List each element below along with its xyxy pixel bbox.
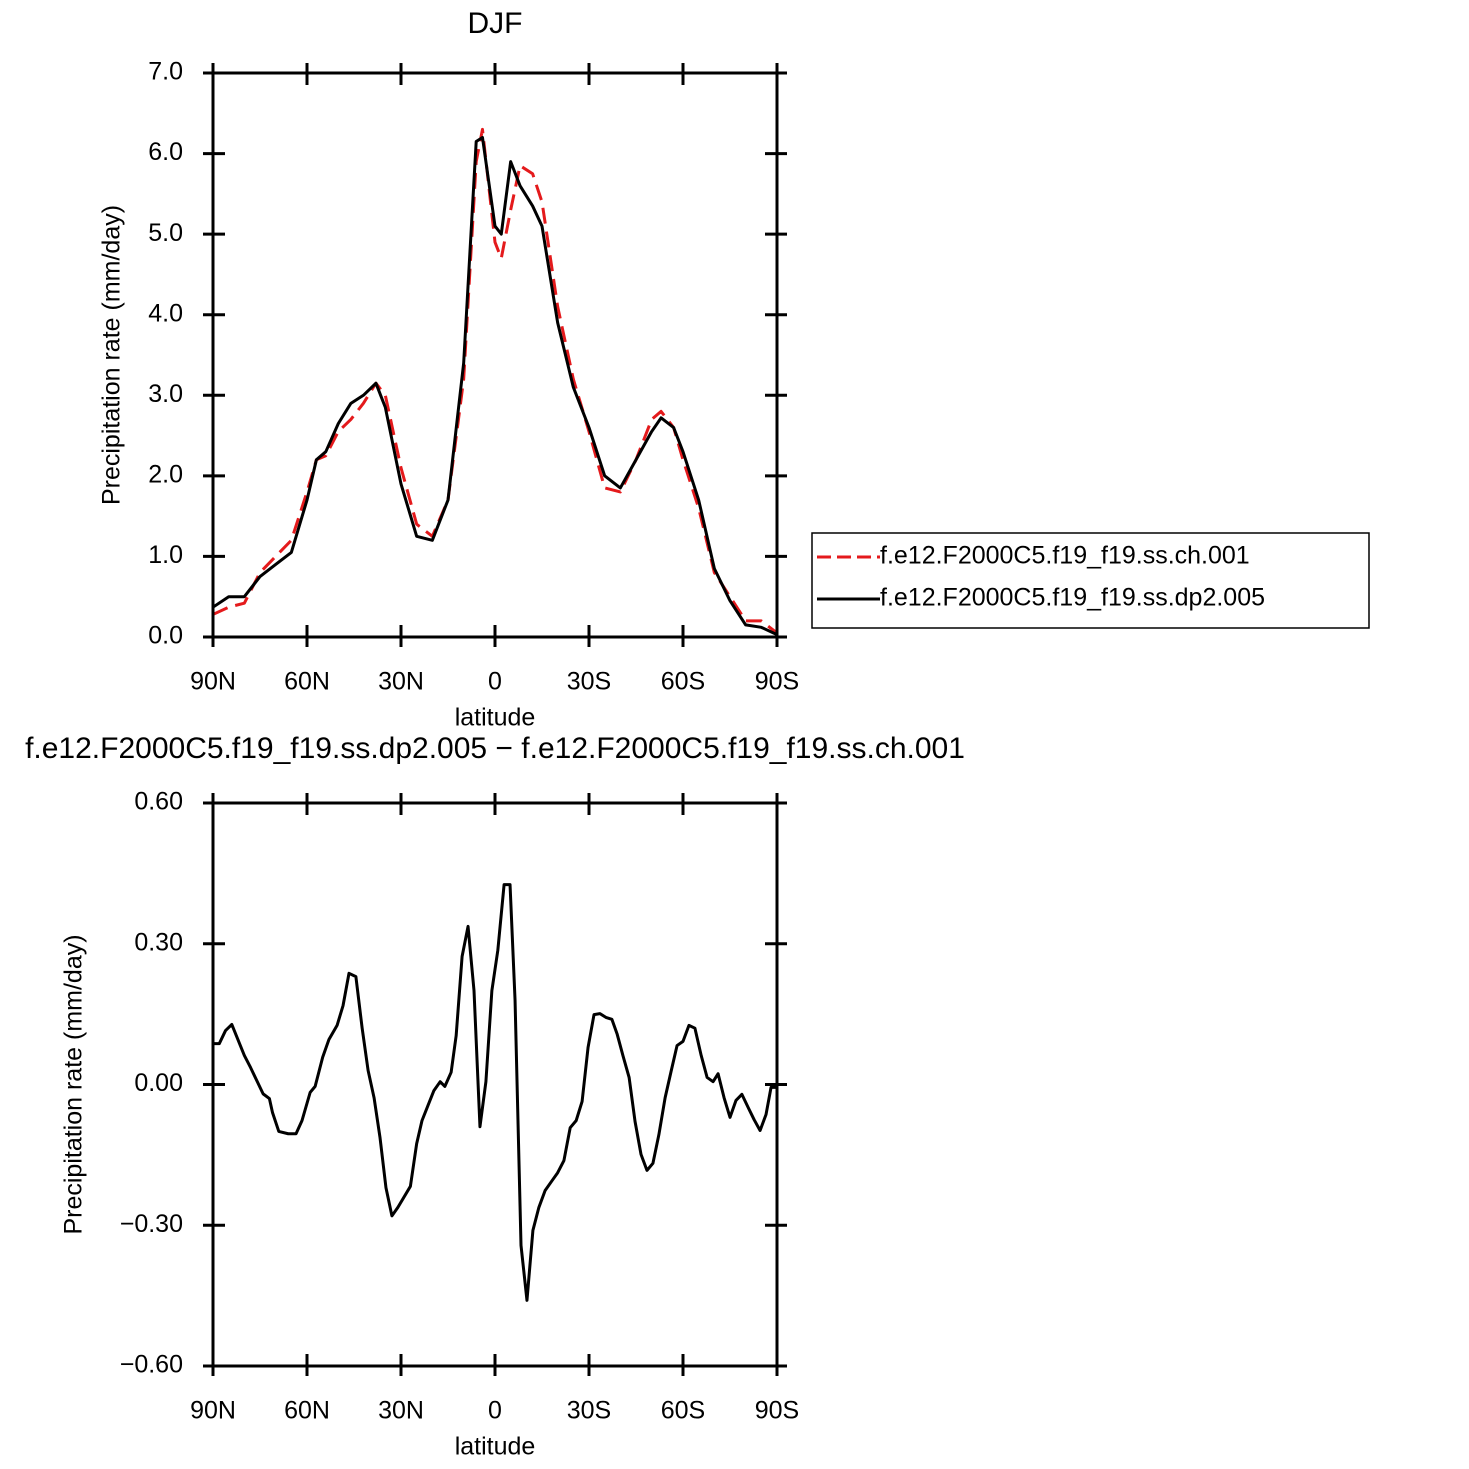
x-tick-label: 0: [488, 668, 502, 696]
y-tick-label: 4.0: [148, 299, 183, 327]
y-tick-label: 6.0: [148, 138, 183, 166]
y-tick-label: 3.0: [148, 380, 183, 408]
y-tick-label: 0.0: [148, 622, 183, 650]
y-axis-label: Precipitation rate (mm/day): [98, 205, 126, 505]
chart-title: DJF: [468, 7, 523, 40]
x-tick-label: 30N: [378, 668, 424, 696]
x-tick-label: 90S: [755, 668, 799, 696]
plot-frame: [211, 71, 779, 639]
x-tick-label: 90N: [190, 1397, 236, 1425]
legend-box: [811, 532, 1370, 629]
x-tick-label: 30N: [378, 1397, 424, 1425]
legend-label: f.e12.F2000C5.f19_f19.ss.ch.001: [880, 542, 1250, 570]
data-line: [212, 135, 778, 636]
plot-frame: [211, 801, 779, 1368]
y-tick-label: 2.0: [148, 460, 183, 488]
x-tick-label: 60N: [284, 1397, 330, 1425]
x-tick-label: 90N: [190, 668, 236, 696]
y-tick-label: 0.60: [134, 788, 183, 816]
data-line: [212, 127, 778, 635]
y-tick-label: 0.00: [134, 1069, 183, 1097]
y-tick-label: 1.0: [148, 541, 183, 569]
x-axis-label: latitude: [455, 704, 536, 732]
y-tick-label: 5.0: [148, 219, 183, 247]
x-tick-label: 60N: [284, 668, 330, 696]
x-tick-label: 90S: [755, 1397, 799, 1425]
data-line: [213, 883, 777, 1302]
legend-label: f.e12.F2000C5.f19_f19.ss.dp2.005: [880, 584, 1265, 612]
y-tick-label: 0.30: [134, 928, 183, 956]
chart-title: f.e12.F2000C5.f19_f19.ss.dp2.005 − f.e12…: [25, 732, 965, 765]
x-axis-label: latitude: [455, 1433, 536, 1461]
y-tick-label: −0.30: [120, 1210, 183, 1238]
x-tick-label: 30S: [567, 668, 611, 696]
y-axis-label: Precipitation rate (mm/day): [60, 934, 88, 1234]
y-tick-label: −0.60: [120, 1351, 183, 1379]
y-tick-label: 7.0: [148, 58, 183, 86]
x-tick-label: 30S: [567, 1397, 611, 1425]
x-tick-label: 0: [488, 1397, 502, 1425]
x-tick-label: 60S: [661, 668, 705, 696]
x-tick-label: 60S: [661, 1397, 705, 1425]
